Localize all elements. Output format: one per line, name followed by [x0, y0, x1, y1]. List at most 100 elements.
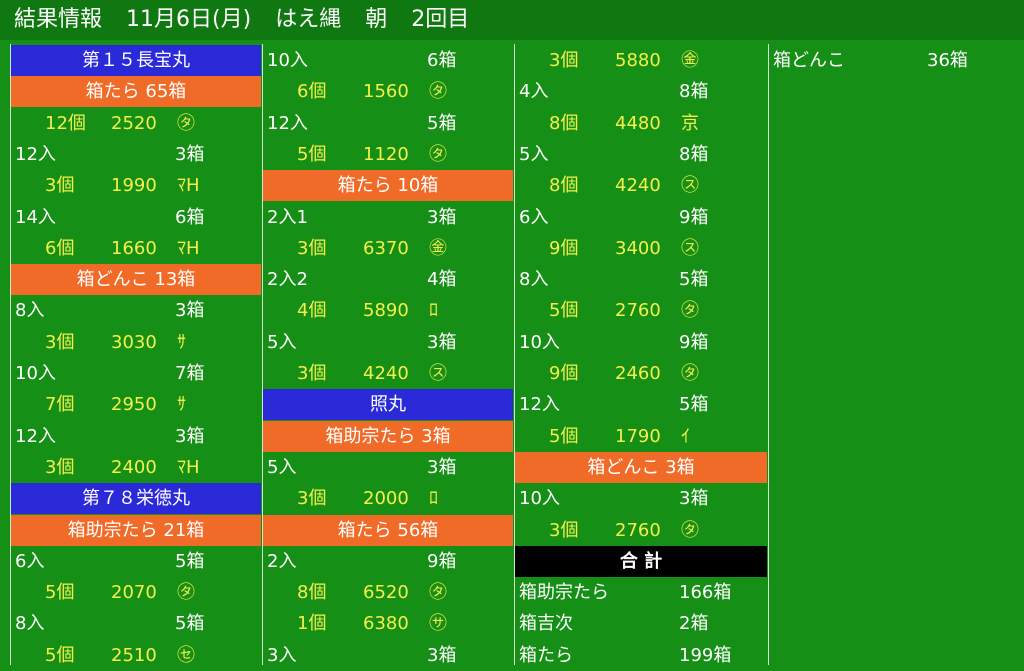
price: 2760 [615, 519, 661, 541]
count: 3個 [549, 50, 579, 71]
price: 6520 [363, 582, 409, 604]
size: 5入 [267, 456, 297, 478]
boxes: 5箱 [679, 394, 709, 416]
size-row: 12入 5箱 [515, 389, 767, 420]
buyer-mark: ﾛ [429, 300, 438, 322]
size: 箱どんこ [773, 50, 845, 71]
boxes: 166箱 [679, 582, 732, 604]
header-bar: 結果情報 11月6日(月) はえ縄朝 2回目 [0, 0, 1024, 40]
size-row: 4入 8箱 [515, 76, 767, 107]
detail-row: 9個 2460 ㋟ [515, 358, 767, 389]
count: 8個 [297, 582, 327, 604]
column: 10入 6箱 6個 1560 ㋟ 12入 5箱 5個 1120 ㋟箱たら 10箱 2入1 3箱 3個 63… [262, 44, 515, 666]
count: 3個 [297, 237, 327, 259]
price: 4240 [615, 175, 661, 197]
category: 箱たら 56箱 [263, 514, 513, 546]
size: 2入 [267, 550, 297, 572]
detail-row: 6個 1660 ﾏH [11, 233, 261, 264]
buyer-mark: ㋟ [177, 112, 195, 134]
category: 箱たら 10箱 [263, 170, 513, 202]
detail-row: 7個 2950 ｻ [11, 389, 261, 420]
boxes: 9箱 [679, 331, 709, 353]
ship-name: 第１５長宝丸 [11, 45, 261, 76]
price: 4240 [363, 363, 409, 384]
detail-row: 5個 2510 ㋝ [11, 640, 261, 671]
detail-row: 1個 6380 ㋚ [263, 608, 513, 639]
size-row: 2入 9箱 [263, 546, 513, 577]
buyer-mark: ㋟ [681, 363, 699, 384]
size: 10入 [15, 363, 56, 384]
detail-row: 5個 1120 ㋟ [263, 139, 513, 170]
count: 5個 [45, 644, 75, 666]
price: 2520 [111, 112, 157, 134]
boxes: 8箱 [679, 81, 709, 103]
price: 4480 [615, 112, 661, 134]
size-row: 2入2 4箱 [263, 264, 513, 295]
count: 3個 [45, 175, 75, 197]
size: 箱助宗たら [519, 582, 609, 604]
column: 箱どんこ 36箱 [768, 44, 1024, 665]
buyer-mark: ㋟ [681, 300, 699, 322]
count: 7個 [45, 394, 75, 416]
detail-row: 3個 2760 ㋟ [515, 515, 767, 546]
detail-row: 9個 3400 ㋜ [515, 233, 767, 264]
count: 6個 [297, 81, 327, 103]
price: 2000 [363, 488, 409, 510]
column: 3個 5880 ㊎ 4入 8箱 8個 4480 京 5入 8箱 8個 4240 ㋜ 6入 9箱 9個 3400 ㋜… [514, 44, 769, 666]
category: 箱助宗たら 21箱 [11, 514, 261, 546]
buyer-mark: ㋜ [429, 363, 447, 384]
boxes: 3箱 [427, 206, 457, 228]
count: 9個 [549, 363, 579, 384]
price: 3030 [111, 331, 157, 353]
price: 5880 [615, 50, 661, 71]
count: 3個 [45, 331, 75, 353]
count: 3個 [297, 363, 327, 384]
size: 12入 [519, 394, 560, 416]
boxes: 3箱 [175, 425, 205, 447]
buyer-mark: ㋟ [429, 582, 447, 604]
boxes: 3箱 [175, 143, 205, 165]
boxes: 6箱 [175, 206, 205, 228]
boxes: 36箱 [927, 50, 968, 71]
category: 箱助宗たら 3箱 [263, 420, 513, 452]
size-row: 14入 6箱 [11, 202, 261, 233]
detail-row: 5個 2760 ㋟ [515, 295, 767, 326]
count: 3個 [45, 456, 75, 478]
detail-row: 8個 4240 ㋜ [515, 170, 767, 201]
buyer-mark: 京 [681, 112, 699, 134]
boxes: 3箱 [679, 488, 709, 510]
count: 8個 [549, 175, 579, 197]
column: 第１５長宝丸 箱たら 65箱 12個 2520 ㋟ 12入 3箱 3個 1990 ﾏH 14入 6箱 6… [10, 44, 263, 666]
buyer-mark: ㊎ [681, 50, 699, 71]
boxes: 5箱 [427, 112, 457, 134]
size-row: 8入 3箱 [11, 295, 261, 326]
size: 12入 [267, 112, 308, 134]
size-row: 10入 7箱 [11, 358, 261, 389]
size: 10入 [267, 50, 308, 71]
price: 1790 [615, 425, 661, 447]
size: 14入 [15, 206, 56, 228]
price: 6380 [363, 613, 409, 635]
title: 結果情報 [14, 7, 103, 32]
total-row: 箱たら 199箱 [515, 640, 767, 671]
size-row: 2入1 3箱 [263, 202, 513, 233]
detail-row: 5個 1790 ｲ [515, 421, 767, 452]
size-row: 6入 9箱 [515, 202, 767, 233]
count: 5個 [549, 425, 579, 447]
size-row: 10入 6箱 [263, 45, 513, 76]
count: 9個 [549, 237, 579, 259]
boxes: 3箱 [175, 300, 205, 322]
price: 1120 [363, 143, 409, 165]
boxes: 5箱 [679, 269, 709, 291]
boxes: 8箱 [679, 143, 709, 165]
price: 1560 [363, 81, 409, 103]
detail-row: 8個 6520 ㋟ [263, 577, 513, 608]
category: 箱どんこ 3箱 [515, 451, 767, 483]
detail-row: 5個 2070 ㋟ [11, 577, 261, 608]
detail-row: 6個 1560 ㋟ [263, 76, 513, 107]
size: 8入 [15, 613, 45, 635]
total-row: 箱助宗たら 166箱 [515, 577, 767, 608]
size-row: 6入 5箱 [11, 546, 261, 577]
count: 6個 [45, 237, 75, 259]
price: 1660 [111, 237, 157, 259]
